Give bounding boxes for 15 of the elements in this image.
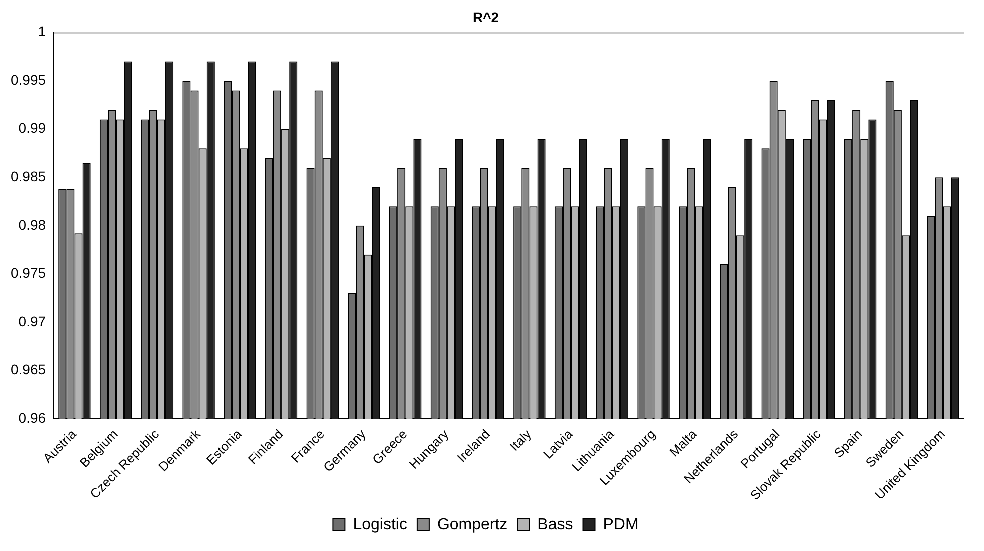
- legend-label: Logistic: [353, 516, 408, 534]
- legend-label: PDM: [603, 516, 639, 534]
- y-tick-label: 0.985: [10, 168, 46, 185]
- legend-label: Gompertz: [437, 516, 508, 534]
- y-tick-label: 0.975: [10, 265, 46, 282]
- y-tick-label: 1: [38, 24, 46, 40]
- x-tick-label: Italy: [506, 426, 535, 454]
- y-tick-label: 0.96: [18, 410, 46, 426]
- legend-label: Bass: [538, 516, 574, 534]
- y-tick-label: 0.99: [18, 120, 46, 136]
- y-tick-label: 0.98: [18, 216, 46, 233]
- chart-title: R^2: [472, 9, 500, 26]
- y-tick-label: 0.965: [10, 362, 46, 378]
- y-tick-label: 0.97: [18, 313, 46, 330]
- y-tick-label: 0.995: [10, 72, 46, 88]
